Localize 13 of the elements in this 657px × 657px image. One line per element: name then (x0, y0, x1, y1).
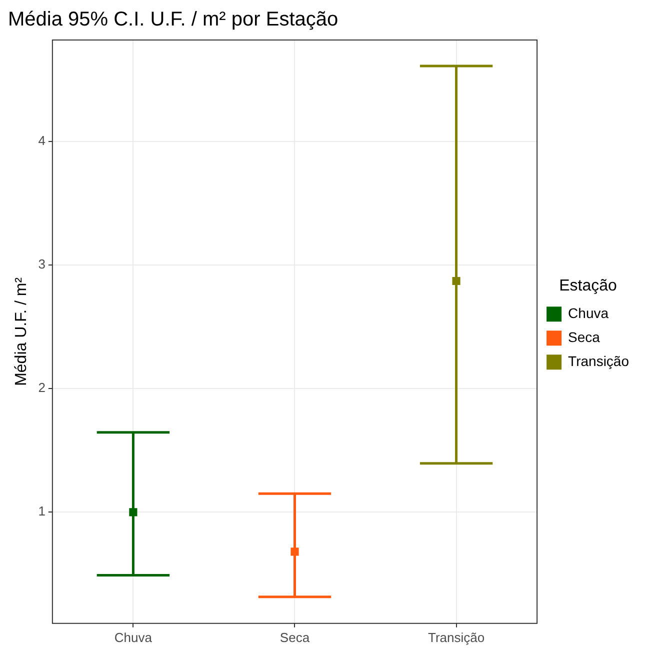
y-tick-label: 4 (38, 132, 46, 148)
legend-label: Seca (568, 328, 600, 345)
chart-title: Média 95% C.I. U.F. / m² por Estação (8, 8, 338, 31)
y-tick-label: 1 (38, 504, 46, 519)
x-tick-label: Transição (428, 630, 485, 645)
x-tick-label: Chuva (114, 630, 153, 645)
legend-title: Estação (559, 277, 618, 294)
y-tick-label: 3 (38, 256, 46, 272)
legend-label: Transição (568, 352, 630, 369)
legend-label: Chuva (568, 304, 609, 321)
y-axis-title: Média U.F. / m² (13, 276, 30, 386)
y-tick-label: 2 (38, 380, 46, 396)
x-tick-label: Seca (280, 630, 310, 645)
